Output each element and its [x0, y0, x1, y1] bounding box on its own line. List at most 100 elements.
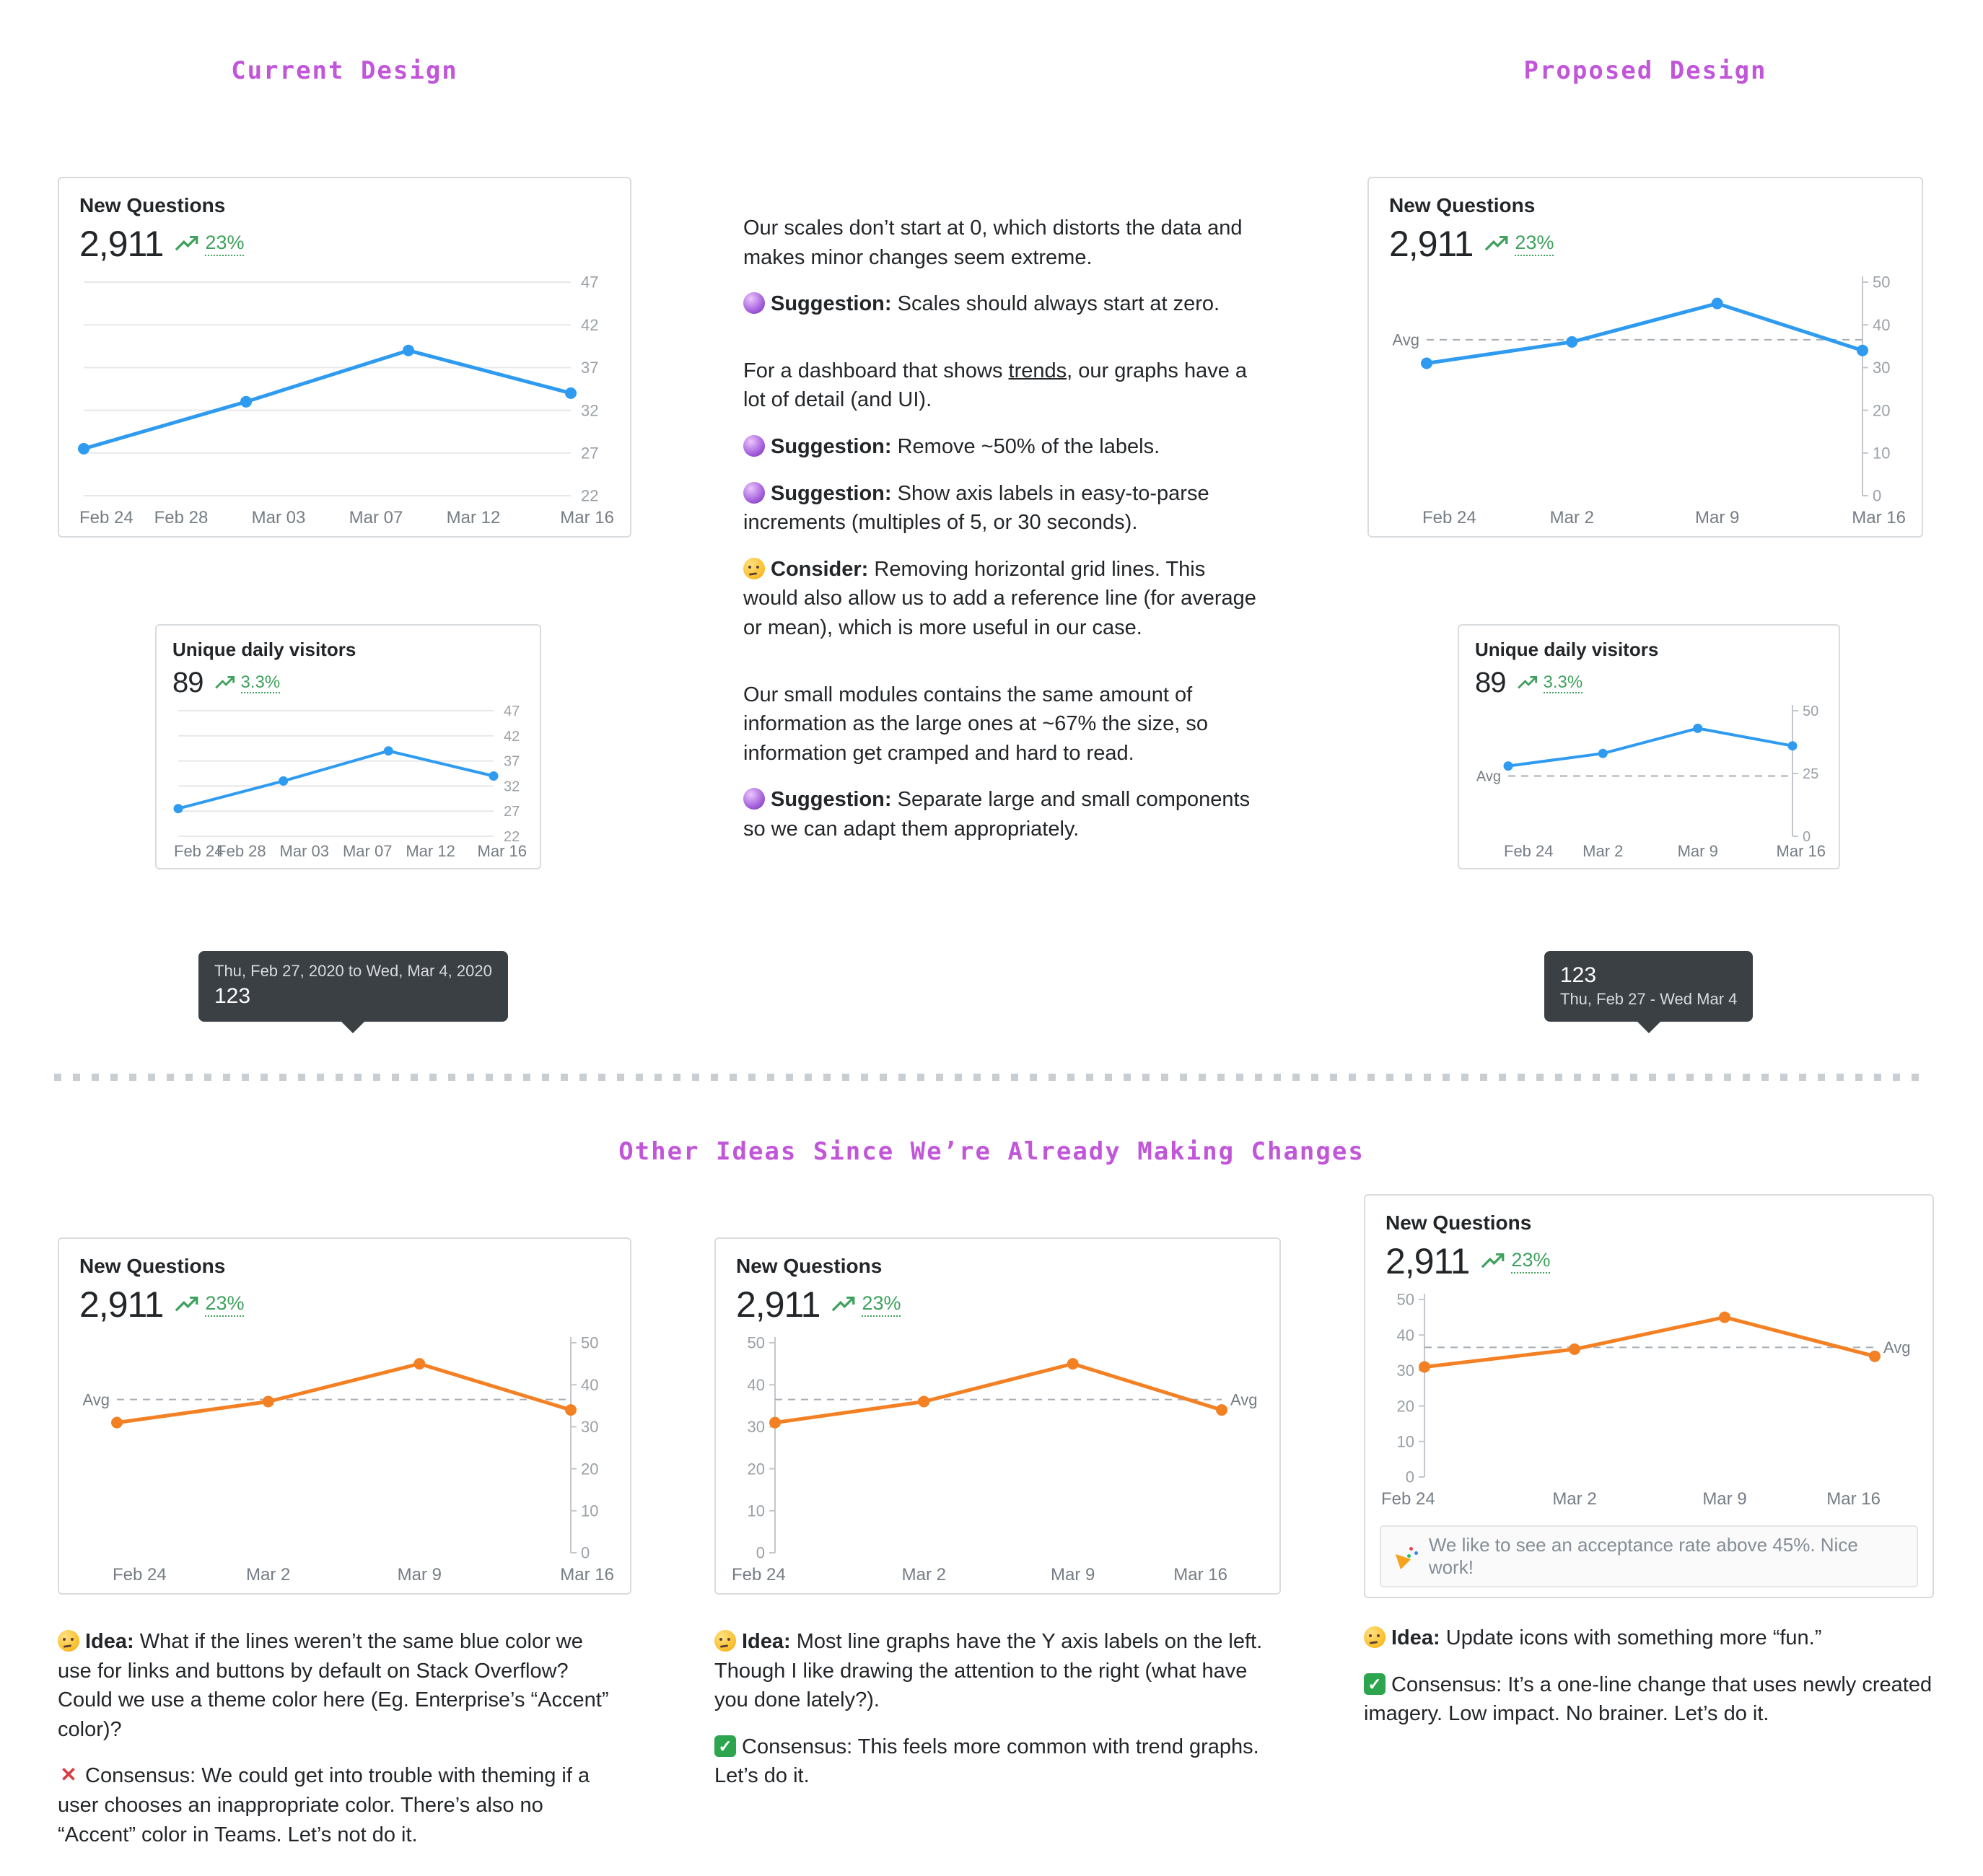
trend-percent: 3.3% — [240, 672, 281, 694]
card-idea-fun-icons: New Questions 2,911 23% 50 40 30 20 10 0 Avg Fe… — [1364, 1194, 1934, 1598]
card-current-new-questions: New Questions 2,911 23% 47 42 37 32 27 22 Feb … — [58, 177, 631, 538]
consensus-note: Consensus: It’s a one-line change that u… — [1364, 1670, 1934, 1729]
banner-text: We like to see an acceptance rate above … — [1428, 1534, 1858, 1578]
metric-value: 2,911 — [736, 1284, 820, 1325]
svg-text:Avg: Avg — [1476, 769, 1501, 785]
line-chart-idea-left-axis[interactable]: 50 40 30 20 10 0 Avg Feb 24 Mar 2 Mar 9 Mar 16 — [730, 1328, 1265, 1591]
trend-up-icon — [832, 1296, 855, 1312]
trend-up-icon — [175, 235, 198, 251]
note-text: Separate large and small components so w… — [743, 788, 1251, 841]
svg-text:40: 40 — [748, 1376, 765, 1394]
line-chart-current-visitors[interactable]: 47 42 37 32 27 22 Feb 24 Feb 28 Mar 03 Mar 07 Mar … — [168, 701, 528, 867]
suggestion-note: Suggestion: Scales should always start a… — [743, 289, 1259, 319]
idea-note: Idea: What if the lines weren’t the same… — [58, 1627, 617, 1744]
card-header: New Questions 2,911 23% — [59, 1239, 630, 1325]
svg-text:Mar 16: Mar 16 — [1173, 1565, 1227, 1584]
thinking-face-icon — [1364, 1626, 1386, 1648]
note-label: Suggestion: — [771, 481, 892, 505]
card-header: New Questions 2,911 23% — [1365, 1196, 1932, 1282]
svg-text:Mar 16: Mar 16 — [478, 842, 527, 860]
svg-text:Avg: Avg — [1392, 331, 1419, 349]
svg-text:Avg: Avg — [82, 1390, 110, 1408]
metric-value: 2,911 — [79, 224, 164, 264]
trend-indicator: 3.3% — [214, 672, 281, 694]
metric-value: 89 — [172, 667, 203, 698]
x-mark-icon — [58, 1764, 79, 1786]
svg-text:Mar 2: Mar 2 — [1552, 1489, 1596, 1509]
svg-text:50: 50 — [1803, 704, 1818, 719]
trend-up-icon — [1485, 235, 1508, 251]
trend-up-icon — [1517, 676, 1537, 689]
metric-value: 2,911 — [79, 1284, 164, 1325]
card-idea-left-axis: New Questions 2,911 23% 50 40 30 20 10 0 Avg Fe… — [714, 1237, 1281, 1595]
idea-note-accent-color: Idea: What if the lines weren’t the same… — [58, 1627, 617, 1867]
svg-text:Mar 12: Mar 12 — [406, 842, 455, 860]
note-text: , our graphs have a lot of detail (and U… — [743, 359, 1248, 412]
thinking-face-icon — [743, 557, 765, 579]
svg-text:30: 30 — [1397, 1362, 1414, 1380]
svg-text:32: 32 — [504, 779, 520, 794]
svg-text:Mar 9: Mar 9 — [1678, 842, 1718, 860]
suggestion-note: Suggestion: Remove ~50% of the labels. — [743, 432, 1259, 462]
note-text: Update icons with something more “fun.” — [1445, 1626, 1822, 1649]
svg-text:Feb 24: Feb 24 — [79, 508, 133, 527]
section-title-current: Current Design — [231, 56, 458, 85]
trend-up-icon — [214, 676, 235, 689]
note-label: Suggestion: — [771, 434, 892, 458]
tooltip-value: 123 — [1560, 963, 1597, 987]
svg-text:Mar 2: Mar 2 — [246, 1565, 290, 1584]
svg-text:27: 27 — [581, 444, 598, 463]
line-chart-proposed-visitors[interactable]: 50 25 0 Avg Feb 24 Mar 2 Mar 9 Mar 16 — [1471, 701, 1827, 867]
svg-text:0: 0 — [581, 1544, 590, 1562]
card-title: New Questions — [736, 1255, 883, 1277]
crystal-ball-icon — [743, 481, 765, 504]
svg-text:Mar 16: Mar 16 — [1826, 1489, 1881, 1509]
suggestion-note: Suggestion: Show axis labels in easy-to-… — [743, 479, 1259, 538]
annotation-column: Our scales don’t start at 0, which disto… — [743, 214, 1259, 862]
note-text: Consensus: This feels more common with t… — [714, 1735, 1259, 1788]
note-text: Remove ~50% of the labels. — [897, 434, 1160, 458]
idea-note: Idea: Most line graphs have the Y axis l… — [714, 1627, 1277, 1715]
check-icon — [1364, 1673, 1386, 1695]
line-chart-current-new-questions[interactable]: 47 42 37 32 27 22 Feb 24 Feb 28 Mar 03 Mar 07 Mar … — [74, 268, 616, 534]
card-title: Unique daily visitors — [172, 639, 356, 660]
svg-text:47: 47 — [581, 273, 598, 292]
card-proposed-visitors: Unique daily visitors 89 3.3% 50 25 0 Avg Fe… — [1458, 624, 1840, 869]
svg-text:37: 37 — [504, 754, 520, 770]
line-chart-idea-fun-icons[interactable]: 50 40 30 20 10 0 Avg Feb 24 Mar 2 Mar 9 Mar 16 — [1380, 1285, 1918, 1515]
chart-tooltip-current: Thu, Feb 27, 2020 to Wed, Mar 4, 2020 12… — [198, 951, 508, 1022]
svg-text:Mar 07: Mar 07 — [349, 508, 403, 527]
suggestion-note: Suggestion: Separate large and small com… — [743, 785, 1259, 843]
svg-text:50: 50 — [581, 1334, 598, 1352]
trend-indicator: 23% — [831, 1292, 901, 1317]
svg-text:Mar 9: Mar 9 — [398, 1565, 442, 1584]
metric-value: 2,911 — [1386, 1241, 1470, 1281]
svg-text:27: 27 — [504, 804, 520, 820]
card-title: New Questions — [79, 194, 226, 216]
metric-value: 2,911 — [1389, 224, 1474, 264]
svg-text:42: 42 — [581, 316, 598, 334]
svg-text:40: 40 — [1397, 1326, 1414, 1344]
line-chart-proposed-new-questions[interactable]: 50 40 30 20 10 0 Avg Feb 24 Mar 2 Mar 9 Mar 16 — [1383, 268, 1907, 534]
svg-text:10: 10 — [1397, 1433, 1414, 1451]
svg-text:20: 20 — [748, 1460, 765, 1478]
idea-note-fun-icons: Idea: Update icons with something more “… — [1364, 1623, 1934, 1746]
note-text: Our small modules contains the same amou… — [743, 683, 1209, 765]
svg-text:32: 32 — [581, 401, 598, 419]
card-title: New Questions — [1389, 194, 1536, 216]
svg-text:50: 50 — [1397, 1291, 1414, 1309]
note-text: Most line graphs have the Y axis labels … — [714, 1630, 1263, 1712]
svg-text:Mar 16: Mar 16 — [1777, 842, 1826, 860]
note-label: Suggestion: — [771, 788, 892, 812]
trend-indicator: 23% — [175, 232, 245, 256]
note-text: Our scales don’t start at 0, which disto… — [743, 216, 1243, 269]
svg-text:Feb 24: Feb 24 — [1381, 1489, 1435, 1509]
section-title-other-ideas: Other Ideas Since We’re Already Making C… — [618, 1137, 1365, 1166]
trend-percent: 23% — [1511, 1249, 1551, 1274]
line-chart-idea-accent[interactable]: 50 40 30 20 10 0 Avg Feb 24 Mar 2 Mar 9 Mar 16 — [74, 1328, 616, 1591]
card-header: New Questions 2,911 23% — [1369, 178, 1922, 265]
trend-percent: 3.3% — [1543, 672, 1583, 694]
trend-percent: 23% — [862, 1292, 901, 1317]
svg-text:50: 50 — [748, 1334, 765, 1352]
